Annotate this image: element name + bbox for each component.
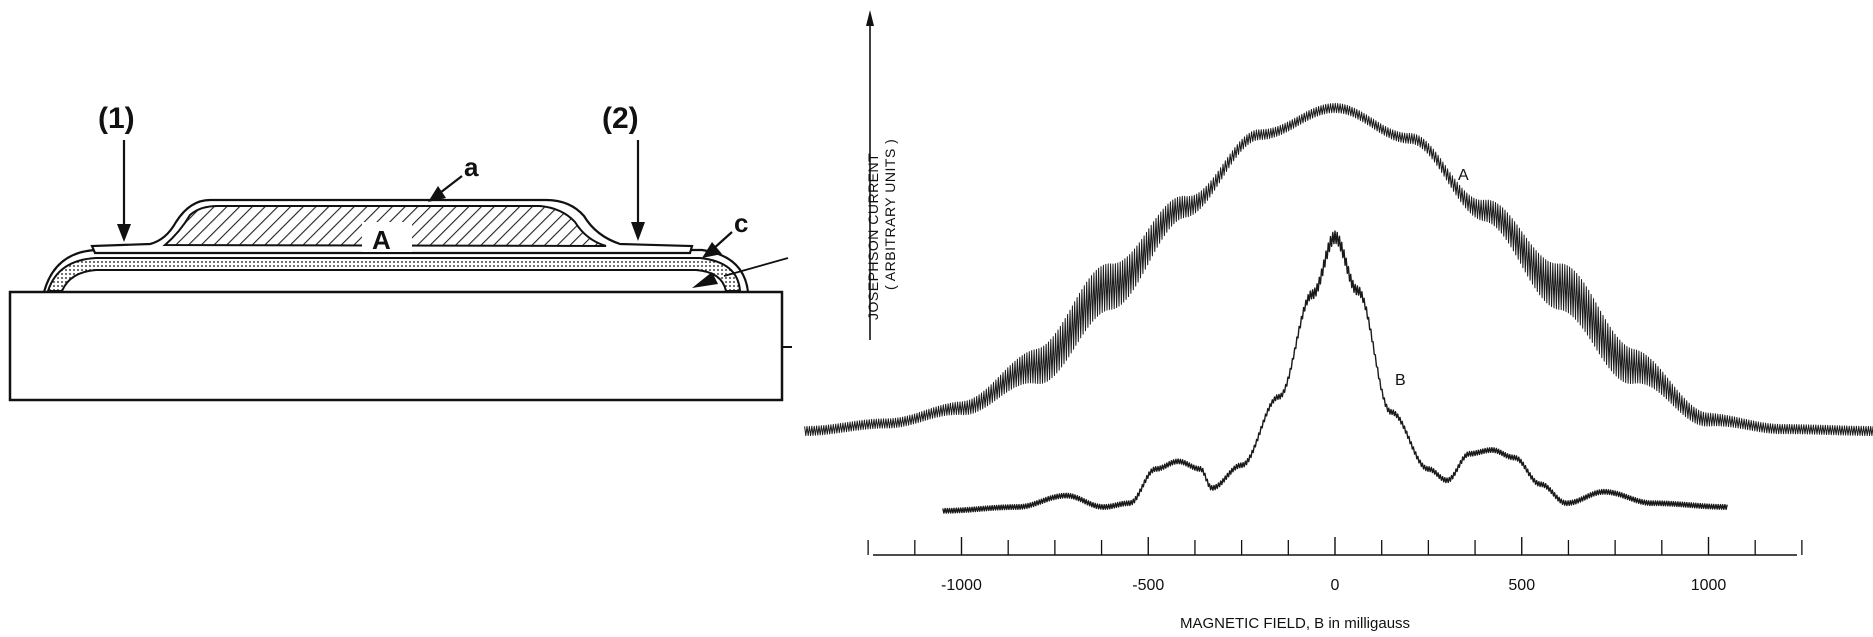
y-axis-title-line1: JOSEPHSON CURRENT	[865, 153, 881, 320]
electrode-label: A	[372, 225, 391, 255]
lead-1-label: (1)	[98, 102, 135, 135]
x-axis-title: MAGNETIC FIELD, B in milligauss	[1180, 615, 1410, 632]
lead-2-label: (2)	[602, 102, 639, 135]
x-tick-label: 500	[1508, 577, 1535, 594]
x-tick-label: 1000	[1691, 577, 1727, 594]
x-tick-label: -1000	[941, 577, 982, 594]
curve-b-tag: B	[1395, 372, 1406, 389]
curves	[804, 102, 1873, 514]
x-tick-label: -500	[1132, 577, 1164, 594]
junction-diagram: A (1) (2) a c	[8, 102, 792, 402]
josephson-chart: JOSEPHSON CURRENT ( ARBITRARY UNITS ) A …	[804, 10, 1873, 632]
x-tick-label: 0	[1331, 577, 1340, 594]
substrate	[8, 290, 784, 402]
y-axis-title-line2: ( ARBITRARY UNITS )	[882, 139, 898, 290]
series-b-line	[942, 230, 1728, 514]
curve-a-tag: A	[1458, 167, 1469, 184]
series-a-line	[804, 102, 1873, 437]
film-label: a	[464, 152, 479, 182]
base-film	[46, 257, 742, 292]
oxide-label: c	[734, 208, 748, 238]
x-ticks: -1000 -500 0 500 1000	[867, 537, 1803, 594]
